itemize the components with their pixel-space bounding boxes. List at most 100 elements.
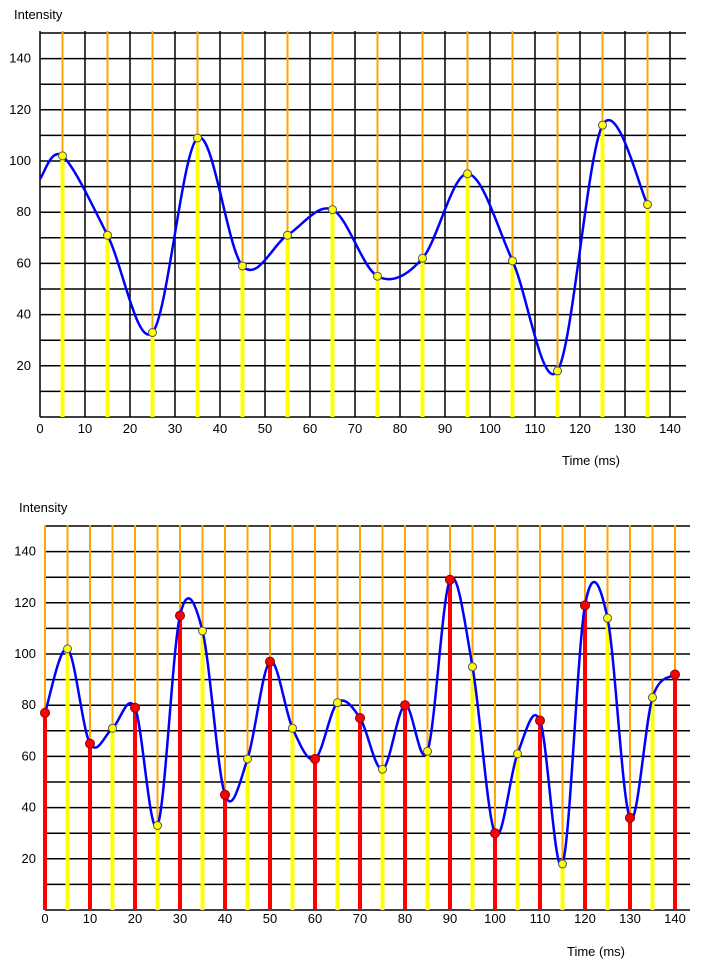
chart-2-markers — [63, 613, 657, 869]
sample-point — [103, 230, 112, 240]
y-tick-label: 60 — [22, 748, 36, 763]
sample-point — [553, 366, 562, 376]
resample-point — [175, 610, 185, 621]
y-tick-label: 60 — [17, 255, 31, 270]
x-tick-label: 60 — [308, 911, 322, 926]
sample-point — [418, 253, 427, 263]
x-tick-label: 140 — [664, 911, 686, 926]
x-tick-label: 20 — [128, 911, 142, 926]
y-tick-label: 100 — [14, 646, 36, 661]
resample-point — [625, 812, 635, 823]
chart-1-grid — [39, 31, 686, 418]
sample-point — [463, 169, 472, 179]
chart-1-markers — [58, 120, 652, 376]
x-tick-label: 130 — [614, 421, 636, 436]
resample-point — [355, 713, 365, 723]
x-tick-label: 20 — [123, 421, 137, 436]
x-tick-label: 110 — [525, 421, 546, 436]
x-tick-label: 40 — [213, 421, 227, 436]
chart-1-xlabel: Time (ms) — [562, 453, 620, 468]
y-tick-label: 120 — [14, 595, 36, 610]
sample-point — [333, 698, 342, 708]
resample-point — [85, 738, 95, 749]
sample-point — [603, 613, 612, 623]
x-tick-label: 80 — [393, 421, 407, 436]
chart-1: 0 10 20 30 40 50 60 70 80 90 100 110 120 130 140 20 40 60… — [9, 7, 686, 468]
resample-point — [445, 574, 455, 585]
sample-point — [648, 693, 657, 703]
x-tick-label: 40 — [218, 911, 232, 926]
sample-point — [378, 764, 387, 774]
chart-1-curve — [38, 119, 649, 376]
sample-point — [243, 754, 252, 764]
chart-2-sample-lines — [65, 525, 655, 910]
chart-2: 0 10 20 30 40 50 60 70 80 90 100 110 120 130 140 20 40 60… — [14, 500, 690, 959]
sample-point — [283, 230, 292, 240]
x-tick-label: 90 — [443, 911, 457, 926]
x-tick-label: 120 — [569, 421, 591, 436]
x-tick-label: 70 — [348, 421, 362, 436]
sample-point — [513, 749, 522, 759]
x-tick-label: 50 — [258, 421, 272, 436]
sample-point — [148, 328, 157, 338]
chart-2-resample-markers — [40, 574, 680, 839]
x-tick-label: 130 — [619, 911, 641, 926]
chart-2-resample-lines — [43, 525, 677, 910]
sample-point — [468, 662, 477, 672]
chart-1-ticks: 0 10 20 30 40 50 60 70 80 90 100 110 120 130 140 20 40 60… — [9, 51, 681, 436]
sample-point — [373, 271, 382, 281]
y-tick-label: 20 — [22, 851, 36, 866]
y-tick-label: 100 — [9, 153, 31, 168]
y-tick-label: 40 — [17, 307, 31, 322]
sample-point — [288, 723, 297, 733]
resample-point — [40, 707, 50, 718]
x-tick-label: 100 — [484, 911, 506, 926]
x-tick-label: 10 — [83, 911, 97, 926]
x-tick-label: 70 — [353, 911, 367, 926]
sample-point — [58, 151, 67, 161]
x-tick-label: 110 — [530, 911, 551, 926]
x-tick-label: 80 — [398, 911, 412, 926]
chart-2-xlabel: Time (ms) — [567, 944, 625, 959]
sample-point — [153, 821, 162, 831]
x-tick-label: 10 — [78, 421, 92, 436]
y-tick-label: 140 — [14, 544, 36, 559]
x-tick-label: 90 — [438, 421, 452, 436]
x-tick-label: 50 — [263, 911, 277, 926]
sample-point — [63, 644, 72, 654]
x-tick-label: 0 — [41, 911, 48, 926]
sample-point — [598, 120, 607, 130]
sample-point — [198, 626, 207, 636]
y-tick-label: 20 — [17, 358, 31, 373]
resample-point — [130, 702, 140, 713]
sample-point — [328, 205, 337, 215]
sample-point — [193, 133, 202, 143]
sample-point — [558, 859, 567, 869]
chart-2-ylabel: Intensity — [19, 500, 68, 515]
sample-point — [238, 261, 247, 271]
y-tick-label: 140 — [9, 51, 31, 66]
resample-point — [220, 789, 230, 800]
x-tick-label: 0 — [36, 421, 43, 436]
x-tick-label: 60 — [303, 421, 317, 436]
y-tick-label: 80 — [17, 204, 31, 219]
sample-point — [508, 256, 517, 266]
resample-point — [535, 715, 545, 726]
resample-point — [265, 656, 275, 667]
resample-point — [580, 600, 590, 611]
resample-point — [490, 828, 500, 839]
sample-point — [643, 200, 652, 210]
x-tick-label: 120 — [574, 911, 596, 926]
x-tick-label: 100 — [479, 421, 501, 436]
y-tick-label: 80 — [22, 697, 36, 712]
resample-point — [400, 700, 410, 711]
x-tick-label: 30 — [173, 911, 187, 926]
sample-point — [423, 746, 432, 756]
chart-1-sample-lines — [60, 31, 650, 417]
chart-1-ylabel: Intensity — [14, 7, 63, 22]
x-tick-label: 140 — [659, 421, 681, 436]
y-tick-label: 120 — [9, 102, 31, 117]
resample-point — [310, 753, 320, 764]
y-tick-label: 40 — [22, 800, 36, 815]
sample-point — [108, 723, 117, 733]
